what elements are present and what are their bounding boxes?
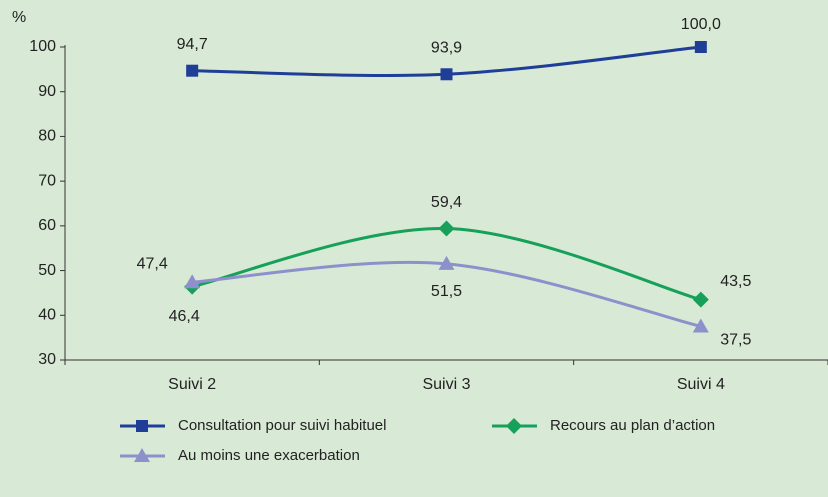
marker <box>506 418 522 434</box>
data-label: 100,0 <box>681 16 721 33</box>
data-label: 94,7 <box>177 36 208 53</box>
y-tick-label: 90 <box>38 83 56 100</box>
marker <box>692 291 709 308</box>
data-label: 43,5 <box>720 273 751 290</box>
y-tick-label: 70 <box>38 172 56 189</box>
data-label: 47,4 <box>137 255 168 272</box>
y-axis-label: % <box>12 9 26 26</box>
data-label: 46,4 <box>169 308 200 325</box>
marker <box>184 274 201 289</box>
data-label: 51,5 <box>431 283 462 300</box>
marker <box>438 220 455 237</box>
marker <box>694 41 707 53</box>
y-tick-label: 50 <box>38 262 56 279</box>
marker <box>438 255 455 270</box>
y-tick-label: 60 <box>38 217 56 234</box>
x-tick-label: Suivi 2 <box>168 376 216 393</box>
data-label: 37,5 <box>720 332 751 349</box>
marker <box>692 318 709 333</box>
x-tick-label: Suivi 3 <box>422 376 470 393</box>
legend-label: Consultation pour suivi habituel <box>178 417 386 434</box>
marker <box>440 68 453 81</box>
y-tick-label: 100 <box>29 38 56 55</box>
legend-label: Recours au plan d’action <box>550 417 715 434</box>
marker <box>136 420 148 432</box>
data-label: 59,4 <box>431 194 462 211</box>
data-label: 93,9 <box>431 39 462 56</box>
y-tick-label: 80 <box>38 128 56 145</box>
legend-label: Au moins une exacerbation <box>178 447 360 464</box>
y-tick-label: 30 <box>38 351 56 368</box>
y-tick-label: 40 <box>38 307 56 324</box>
x-tick-label: Suivi 4 <box>677 376 725 393</box>
marker <box>186 64 199 77</box>
marker <box>134 448 150 462</box>
